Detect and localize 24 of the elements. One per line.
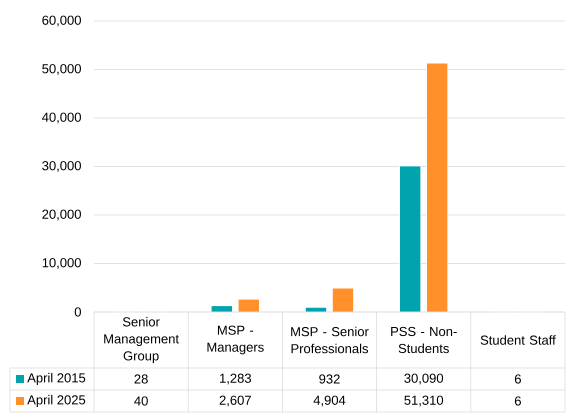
data-label: 4,904 <box>314 396 346 406</box>
y-tick-label: 60,000 <box>42 16 81 26</box>
y-tick-label: 10,000 <box>42 258 81 269</box>
y-tick-label: 30,000 <box>42 161 81 172</box>
legend-label: April 2025 <box>27 394 86 408</box>
x-tick-label: MSP - Senior Professionals <box>291 326 369 354</box>
y-tick-label: 40,000 <box>42 112 81 124</box>
y-tick-label: 50,000 <box>42 64 81 75</box>
x-tick-label: PSS - Non-Students <box>391 326 457 354</box>
data-label: 40 <box>134 396 148 406</box>
x-tick-label: MSP - Managers <box>207 326 264 354</box>
data-label: 6 <box>514 396 521 406</box>
y-tick-label: 0 <box>74 307 81 317</box>
data-label: 51,310 <box>404 396 444 406</box>
data-label: 1,283 <box>220 374 251 384</box>
data-label: 932 <box>319 374 340 384</box>
y-tick-label: 20,000 <box>42 210 81 220</box>
data-label: 30,090 <box>404 374 444 384</box>
data-label: 6 <box>514 374 521 384</box>
x-tick-label: Senior Management Group <box>104 316 179 364</box>
x-tick-label: Student Staff <box>480 335 556 345</box>
data-label: 2,607 <box>220 396 251 406</box>
legend-label: April 2015 <box>27 372 86 386</box>
data-label: 28 <box>134 374 148 384</box>
